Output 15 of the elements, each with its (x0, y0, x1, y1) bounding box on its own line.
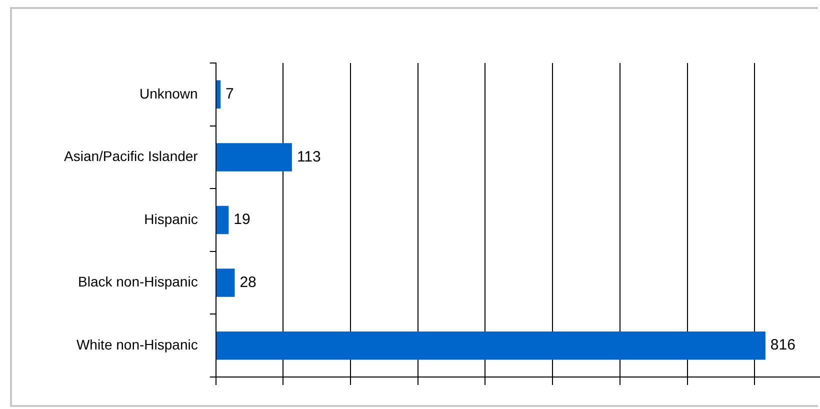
bar (216, 206, 229, 234)
data-label: 7 (226, 86, 234, 103)
y-tick-label: White non-Hispanic (76, 336, 198, 352)
y-tick-label: Asian/Pacific Islander (64, 148, 198, 164)
y-tick-label: Unknown (139, 85, 198, 102)
y-tick-label: Hispanic (144, 210, 198, 227)
bar (216, 143, 292, 172)
bar (216, 80, 221, 109)
data-label: 113 (296, 148, 321, 166)
bar (216, 268, 235, 297)
bar (216, 331, 766, 360)
data-label: 19 (234, 211, 250, 228)
data-label: 816 (770, 336, 796, 354)
data-label: 28 (240, 274, 256, 291)
y-tick-label: Black non-Hispanic (78, 274, 198, 290)
